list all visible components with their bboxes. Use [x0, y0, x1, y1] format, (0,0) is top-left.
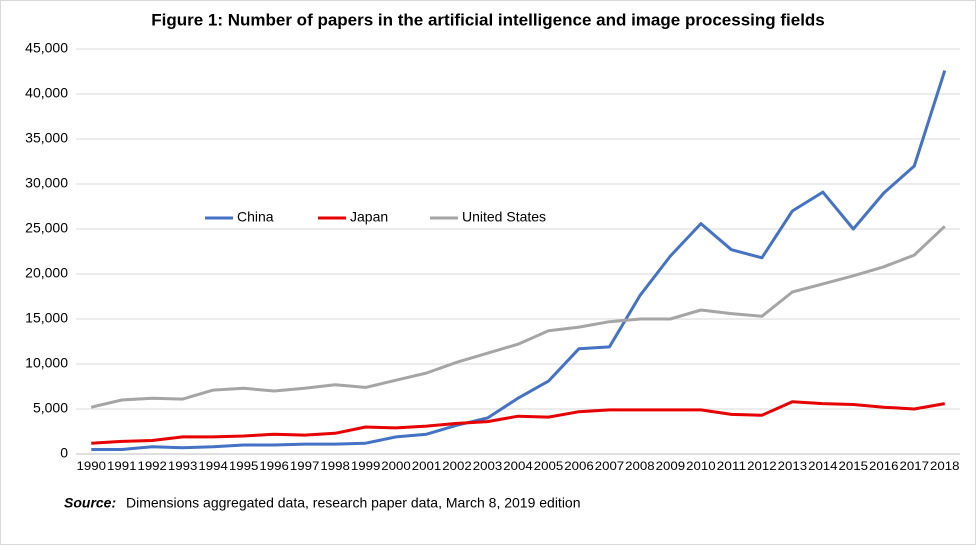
x-tick-label: 1999: [351, 461, 380, 473]
x-tick-label: 1998: [320, 461, 349, 473]
x-tick-label: 2014: [808, 461, 838, 473]
chart-title: Figure 1: Number of papers in the artifi…: [151, 10, 825, 29]
y-tick-label: 40,000: [25, 85, 68, 101]
x-tick-label: 2004: [503, 461, 533, 473]
series-line: [91, 70, 947, 451]
x-tick-label: 2003: [473, 461, 502, 473]
series-line: [91, 400, 946, 445]
y-tick-label: 45,000: [25, 40, 68, 56]
x-tick-label: 2012: [747, 461, 776, 473]
x-tick-label: 1993: [168, 461, 197, 473]
x-tick-label: 2007: [595, 461, 624, 473]
y-tick-label: 30,000: [25, 175, 68, 191]
x-tick-label: 2018: [930, 461, 959, 473]
y-tick-label: 0: [60, 445, 68, 461]
y-tick-label: 25,000: [25, 220, 68, 236]
legend-label: Japan: [350, 209, 388, 225]
x-tick-label: 1990: [77, 461, 106, 473]
x-tick-label: 1997: [290, 461, 319, 473]
x-tick-label: 2013: [778, 461, 807, 473]
y-tick-label: 15,000: [25, 310, 68, 326]
x-tick-label: 1991: [107, 461, 136, 473]
legend-label: United States: [462, 209, 546, 225]
x-tick-label: 2006: [564, 461, 593, 473]
x-tick-label: 2008: [625, 461, 654, 473]
x-tick-label: 1996: [259, 461, 288, 473]
x-tick-label: 2016: [869, 461, 898, 473]
source-label: Source:: [64, 495, 116, 511]
series-line: [90, 225, 946, 409]
x-tick-label: 2017: [900, 461, 929, 473]
x-tick-label: 2015: [839, 461, 868, 473]
x-tick-label: 2009: [656, 461, 685, 473]
source-text: Dimensions aggregated data, research pap…: [126, 495, 581, 511]
y-tick-label: 20,000: [25, 265, 68, 281]
x-tick-label: 2000: [381, 461, 410, 473]
x-tick-label: 1992: [137, 461, 166, 473]
y-tick-label: 5,000: [33, 400, 68, 416]
legend-label: China: [237, 209, 274, 225]
y-tick-label: 10,000: [25, 355, 68, 371]
x-tick-label: 2001: [412, 461, 441, 473]
y-tick-label: 35,000: [25, 130, 68, 146]
x-tick-label: 2011: [717, 461, 746, 473]
x-tick-label: 2010: [686, 461, 715, 473]
x-tick-label: 1995: [229, 461, 258, 473]
x-tick-label: 2005: [534, 461, 563, 473]
x-tick-label: 1994: [198, 461, 228, 473]
x-tick-label: 2002: [442, 461, 471, 473]
